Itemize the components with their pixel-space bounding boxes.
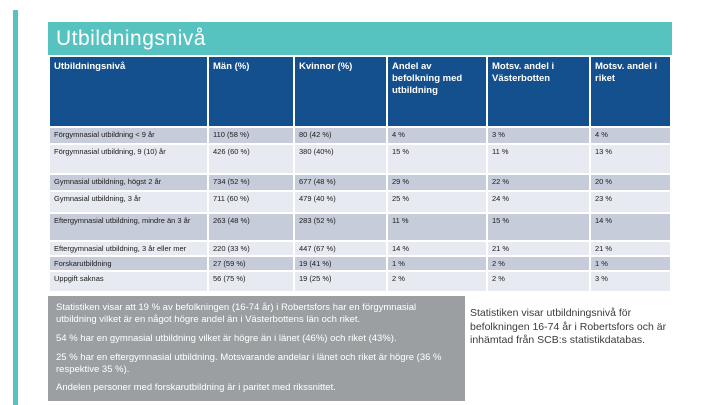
cell-riket: 3 %: [590, 271, 670, 293]
cell-vasterbotten: 2 %: [487, 256, 591, 272]
column-header-man: Män (%): [208, 57, 295, 128]
cell-andel: 14 %: [387, 241, 488, 257]
table-body: Förgymnasial utbildning < 9 år 110 (58 %…: [50, 127, 670, 293]
cell-label: Eftergymnasial utbildning, mindre än 3 å…: [50, 213, 209, 242]
summary-notes-block: Statistiken visar att 19 % av befolkning…: [48, 296, 465, 401]
cell-kvinnor: 479 (40 %): [294, 191, 388, 214]
education-table: Utbildningsnivå Män (%) Kvinnor (%) Ande…: [50, 57, 670, 293]
cell-riket: 14 %: [590, 213, 670, 242]
cell-label: Förgymnasial utbildning < 9 år: [50, 127, 209, 145]
cell-label: Eftergymnasial utbildning, 3 år eller me…: [50, 241, 209, 257]
cell-man: 426 (60 %): [208, 144, 295, 175]
cell-kvinnor: 283 (52 %): [294, 213, 388, 242]
cell-label: Forskarutbildning: [50, 256, 209, 272]
cell-man: 734 (52 %): [208, 174, 295, 192]
table-row: Forskarutbildning 27 (59 %) 19 (41 %) 1 …: [50, 256, 670, 272]
cell-andel: 1 %: [387, 256, 488, 272]
cell-andel: 29 %: [387, 174, 488, 192]
column-header-vasterbotten: Motsv. andel i Västerbotten: [487, 57, 591, 128]
slide-title-bar: Utbildningsnivå: [48, 22, 672, 55]
table-row: Uppgift saknas 56 (75 %) 19 (25 %) 2 % 2…: [50, 271, 670, 293]
source-note: Statistiken visar utbildningsnivå för be…: [470, 307, 667, 347]
cell-kvinnor: 19 (41 %): [294, 256, 388, 272]
cell-vasterbotten: 3 %: [487, 127, 591, 145]
table-row: Förgymnasial utbildning < 9 år 110 (58 %…: [50, 127, 670, 145]
column-header-andel-befolkning: Andel av befolkning med utbildning: [387, 57, 488, 128]
summary-paragraph: 25 % har en eftergymnasial utbildning. M…: [56, 351, 442, 375]
left-accent-stripe: [13, 10, 18, 405]
table-row: Gymnasial utbildning, 3 år 711 (60 %) 47…: [50, 191, 670, 214]
cell-riket: 23 %: [590, 191, 670, 214]
cell-vasterbotten: 22 %: [487, 174, 591, 192]
cell-man: 27 (59 %): [208, 256, 295, 272]
table-header: Utbildningsnivå Män (%) Kvinnor (%) Ande…: [50, 57, 670, 128]
cell-label: Uppgift saknas: [50, 271, 209, 293]
column-header-utbildningsniva: Utbildningsnivå: [50, 57, 209, 128]
page-title: Utbildningsnivå: [56, 27, 206, 50]
cell-man: 56 (75 %): [208, 271, 295, 293]
cell-riket: 20 %: [590, 174, 670, 192]
table-row: Förgymnasial utbildning, 9 (10) år 426 (…: [50, 144, 670, 175]
summary-paragraph: Statistiken visar att 19 % av befolkning…: [56, 302, 417, 325]
cell-andel: 15 %: [387, 144, 488, 175]
cell-riket: 4 %: [590, 127, 670, 145]
cell-riket: 13 %: [590, 144, 670, 175]
cell-kvinnor: 80 (42 %): [294, 127, 388, 145]
table-header-row: Utbildningsnivå Män (%) Kvinnor (%) Ande…: [50, 57, 670, 128]
cell-vasterbotten: 21 %: [487, 241, 591, 257]
summary-paragraph: 54 % har en gymnasial utbildning vilket …: [56, 332, 397, 344]
cell-label: Gymnasial utbildning, högst 2 år: [50, 174, 209, 192]
table-row: Eftergymnasial utbildning, mindre än 3 å…: [50, 213, 670, 242]
table-row: Eftergymnasial utbildning, 3 år eller me…: [50, 241, 670, 257]
cell-vasterbotten: 15 %: [487, 213, 591, 242]
cell-vasterbotten: 24 %: [487, 191, 591, 214]
cell-vasterbotten: 11 %: [487, 144, 591, 175]
cell-man: 220 (33 %): [208, 241, 295, 257]
cell-riket: 21 %: [590, 241, 670, 257]
cell-label: Gymnasial utbildning, 3 år: [50, 191, 209, 214]
cell-kvinnor: 677 (48 %): [294, 174, 388, 192]
cell-man: 711 (60 %): [208, 191, 295, 214]
column-header-riket: Motsv. andel i riket: [590, 57, 670, 128]
column-header-kvinnor: Kvinnor (%): [294, 57, 388, 128]
cell-kvinnor: 19 (25 %): [294, 271, 388, 293]
cell-andel: 4 %: [387, 127, 488, 145]
cell-andel: 25 %: [387, 191, 488, 214]
cell-andel: 11 %: [387, 213, 488, 242]
cell-vasterbotten: 2 %: [487, 271, 591, 293]
cell-man: 110 (58 %): [208, 127, 295, 145]
cell-andel: 2 %: [387, 271, 488, 293]
cell-kvinnor: 447 (67 %): [294, 241, 388, 257]
cell-label: Förgymnasial utbildning, 9 (10) år: [50, 144, 209, 175]
summary-paragraph: Andelen personer med forskarutbildning ä…: [56, 382, 336, 394]
cell-riket: 1 %: [590, 256, 670, 272]
cell-man: 263 (48 %): [208, 213, 295, 242]
table-row: Gymnasial utbildning, högst 2 år 734 (52…: [50, 174, 670, 192]
cell-kvinnor: 380 (40%): [294, 144, 388, 175]
